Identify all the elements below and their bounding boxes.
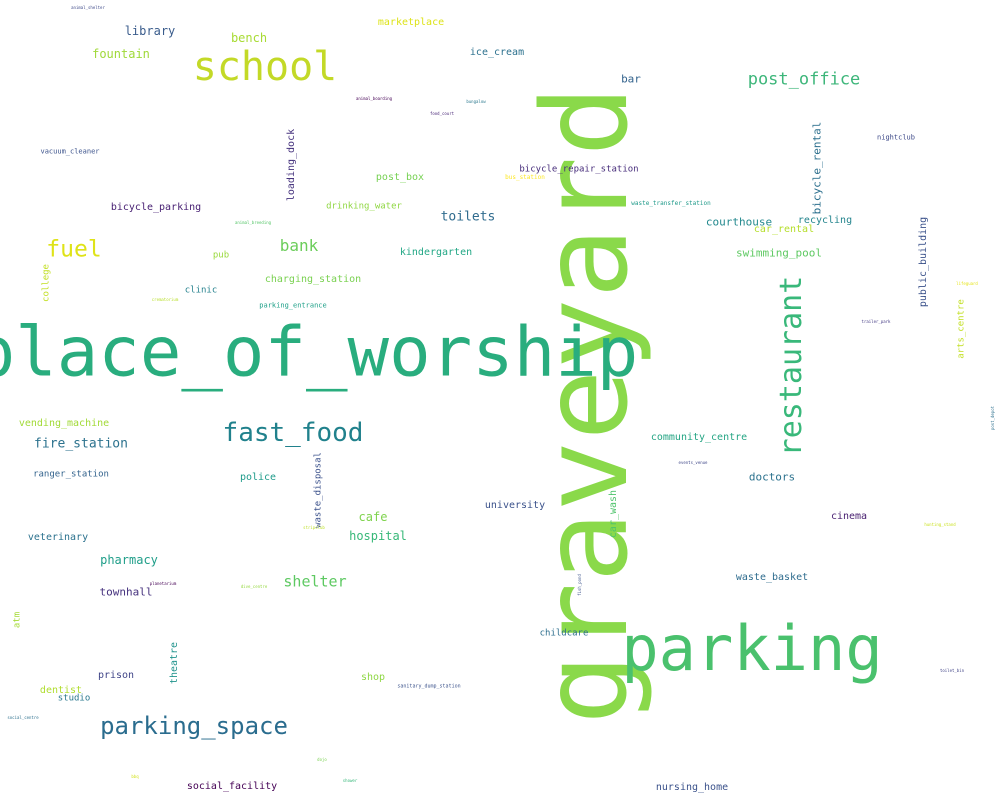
cloud-word: public_building: [918, 216, 929, 308]
cloud-word: bbq: [131, 774, 139, 779]
cloud-word: childcare: [539, 628, 589, 639]
cloud-word: veterinary: [27, 532, 89, 543]
cloud-word: atm: [12, 611, 23, 629]
cloud-word: parking_entrance: [259, 301, 327, 310]
cloud-word: bicycle_rental: [810, 121, 824, 215]
cloud-word: fish_pond: [577, 574, 582, 596]
cloud-word: shower: [342, 778, 358, 783]
cloud-word: waste_disposal: [313, 452, 324, 528]
cloud-word: post_box: [375, 172, 425, 183]
cloud-word: recycling: [797, 215, 853, 226]
cloud-word: ice_cream: [469, 47, 525, 58]
cloud-word: waste_transfer_station: [631, 200, 711, 207]
cloud-word: dive_centre: [240, 584, 268, 589]
cloud-word: car_wash: [608, 489, 619, 539]
cloud-word: fuel: [46, 236, 102, 263]
cloud-word: events_venue: [678, 460, 708, 465]
cloud-word: shop: [360, 672, 386, 683]
cloud-word: hunting_stand: [924, 522, 956, 527]
cloud-word: place_of_worship: [0, 312, 639, 393]
cloud-word: community_centre: [650, 432, 748, 443]
cloud-word: social_facility: [186, 781, 278, 792]
cloud-word: marketplace: [377, 17, 445, 28]
cloud-word: doctors: [748, 470, 796, 484]
cloud-word: food_court: [429, 111, 455, 116]
cloud-word: drinking_water: [326, 201, 402, 212]
cloud-word: police: [239, 472, 277, 483]
cloud-word: clinic: [184, 285, 218, 296]
cloud-word: bus_station: [505, 174, 545, 181]
cloud-word: charging_station: [264, 274, 362, 285]
cloud-word: bungalow: [466, 99, 486, 104]
cloud-word: swimming_pool: [735, 246, 823, 260]
cloud-word: restaurant: [774, 275, 809, 457]
cloud-word: shelter: [283, 572, 347, 591]
cloud-word: lifeguard: [956, 281, 978, 286]
cloud-word: dentist: [39, 685, 83, 696]
cloud-word: post_depot: [990, 405, 995, 431]
cloud-word: parking_space: [100, 712, 288, 740]
cloud-word: parking: [621, 612, 883, 685]
cloud-word: fast_food: [222, 418, 364, 448]
cloud-word: hospital: [349, 529, 407, 543]
cloud-word: animal_breeding: [234, 220, 272, 225]
cloud-word: college: [41, 264, 52, 302]
cloud-word: cinema: [830, 511, 868, 522]
cloud-word: kindergarten: [399, 247, 473, 258]
cloud-word: bench: [230, 31, 268, 45]
cloud-word: school: [192, 44, 338, 90]
cloud-word: waste_basket: [735, 572, 809, 583]
cloud-word: library: [124, 24, 176, 38]
cloud-word: bicycle_repair_station: [519, 164, 639, 175]
cloud-word: fire_station: [34, 436, 128, 452]
cloud-word: bicycle_parking: [110, 202, 202, 213]
cloud-word: toilets: [440, 209, 496, 225]
cloud-word: loading_dock: [286, 128, 297, 202]
cloud-word: planetarium: [149, 581, 177, 586]
cloud-word: nightclub: [877, 133, 915, 142]
cloud-word: ranger_station: [33, 469, 109, 480]
cloud-word: animal_shelter: [71, 5, 105, 10]
cloud-word: stripclub: [303, 525, 325, 530]
cloud-word: trailer_park: [861, 319, 891, 324]
cloud-word: fountain: [92, 47, 150, 61]
cloud-word: pub: [212, 250, 230, 261]
cloud-word: bank: [279, 236, 319, 255]
cloud-word: post_office: [747, 69, 861, 90]
cloud-word: studio: [57, 693, 91, 704]
cloud-word: sanitary_dump_station: [397, 683, 461, 690]
cloud-word: courthouse: [705, 215, 773, 229]
cloud-word: nursing_home: [655, 782, 729, 793]
cloud-word: bar: [621, 72, 641, 86]
cloud-word: dojo: [317, 757, 327, 762]
cloud-word: arts_centre: [956, 299, 967, 359]
cloud-word: animal_boarding: [355, 96, 393, 101]
cloud-word: townhall: [99, 585, 153, 599]
cloud-word: theatre: [169, 641, 180, 685]
cloud-word: university: [484, 500, 546, 511]
cloud-word: pharmacy: [100, 553, 158, 567]
cloud-word: social_centre: [7, 715, 39, 720]
cloud-word: car_rental: [753, 224, 815, 235]
cloud-word: prison: [97, 670, 135, 681]
cloud-word: vacuum_cleaner: [40, 147, 100, 156]
cloud-word: toilet_bin: [939, 668, 965, 673]
cloud-word: vending_machine: [18, 418, 110, 429]
cloud-word: crematorium: [151, 297, 179, 302]
cloud-word: cafe: [358, 510, 388, 524]
